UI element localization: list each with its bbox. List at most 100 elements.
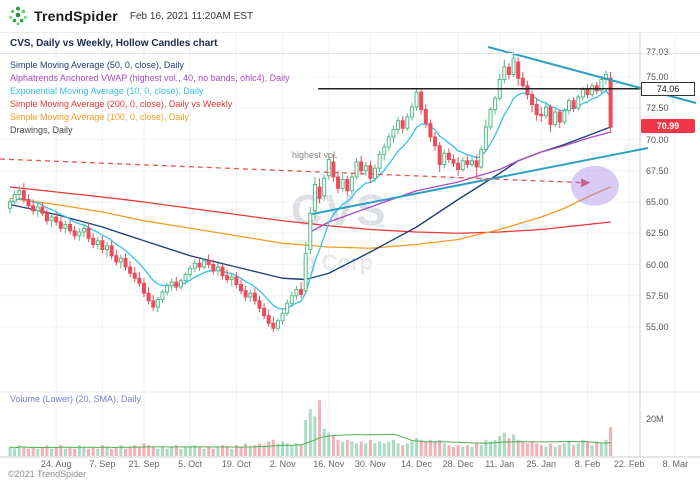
volume-bar (391, 439, 395, 456)
candle-body (262, 307, 267, 317)
volume-bar (225, 447, 229, 456)
volume-bar (216, 447, 220, 456)
volume-bar (401, 445, 405, 456)
candle-body (132, 272, 137, 279)
candle-body (63, 224, 68, 229)
volume-bar (535, 443, 539, 456)
dashed-resistance-line (0, 158, 586, 184)
candle-body (363, 165, 368, 172)
volume-bar (442, 443, 446, 456)
volume-bar (267, 441, 271, 456)
volume-bar (488, 441, 492, 456)
candle-body (479, 149, 484, 168)
candle-body (266, 315, 271, 324)
volume-bar (373, 443, 377, 456)
candle-body (377, 154, 382, 169)
volume-bar (382, 443, 386, 456)
vwap-line (309, 131, 611, 233)
volume-bar (114, 447, 118, 456)
volume-bar (405, 443, 409, 456)
candle-body (211, 264, 216, 272)
volume-bar (221, 445, 225, 456)
candle-body (248, 292, 253, 298)
volume-bar (87, 448, 91, 456)
volume-bar (419, 439, 423, 456)
volume-bar (105, 447, 109, 456)
candle-body (483, 126, 488, 150)
volume-bar (355, 443, 358, 456)
volume-bar (294, 443, 298, 456)
volume-bar (281, 441, 285, 456)
highlight-ellipse (570, 165, 619, 206)
candle-body (336, 176, 341, 189)
volume-bar (142, 443, 146, 456)
candle-body (465, 160, 470, 165)
volume-bar (188, 447, 192, 456)
volume-bar (567, 441, 571, 456)
candle-body (137, 277, 142, 284)
volume-bar (26, 448, 30, 456)
candle-body (391, 129, 396, 138)
volume-bar (581, 439, 585, 456)
candle-body (234, 276, 239, 285)
candle-body (354, 161, 359, 178)
candle-body (174, 281, 179, 288)
candle-body (178, 280, 183, 288)
volume-bar (68, 447, 72, 456)
volume-scale-label: 20M (646, 414, 664, 424)
volume-bar (239, 447, 243, 456)
candle-body (312, 184, 317, 212)
candle-body (128, 266, 133, 274)
legend-item-drawings[interactable]: Drawings, Daily (10, 125, 73, 135)
candle-body (543, 106, 548, 117)
volume-bar (599, 443, 603, 456)
candle-body (114, 255, 119, 263)
candle-body (493, 97, 498, 110)
candle-body (44, 212, 49, 222)
volume-bar (22, 447, 26, 456)
candle-body (516, 61, 521, 79)
candle-body (86, 227, 91, 239)
ema10-line (9, 89, 612, 310)
legend-item-sma100[interactable]: Simple Moving Average (100, 0, close), D… (10, 112, 189, 122)
legend-item-sma50[interactable]: Simple Moving Average (50, 0, close), Da… (10, 60, 184, 70)
candle-body (520, 77, 525, 87)
volume-bar (498, 436, 502, 456)
app-header: TrendSpider Feb 16, 2021 11:20AM EST (0, 0, 700, 33)
candle-body (502, 66, 507, 80)
volume-bar (525, 443, 529, 456)
volume-bar (119, 445, 123, 456)
sma200-line (9, 186, 611, 234)
volume-bar (308, 409, 312, 456)
candle-body (530, 94, 535, 105)
volume-bar (285, 443, 289, 456)
volume-bar (313, 416, 317, 456)
legend-item-sma200[interactable]: Simple Moving Average (200, 0, close), D… (10, 99, 233, 109)
candle-body (215, 266, 220, 272)
candle-body (553, 111, 558, 125)
candle-body (372, 167, 377, 179)
candle-body (428, 122, 433, 138)
volume-bar (456, 445, 460, 456)
volume-bar (562, 443, 566, 456)
volume-bar (77, 445, 81, 456)
legend-item-ema10[interactable]: Exponential Moving Average (10, 0, close… (10, 86, 204, 96)
candle-body (141, 282, 146, 294)
volume-bar (378, 441, 382, 456)
volume-bar (521, 441, 525, 456)
candle-body (91, 237, 96, 245)
candle-body (386, 136, 391, 148)
candle-body (571, 100, 576, 109)
volume-bar (396, 443, 400, 456)
candle-body (562, 110, 567, 123)
legend-item-anchored-vwap[interactable]: Alphatrends Anchored VWAP (highest vol.,… (10, 73, 290, 83)
trendspider-logo[interactable] (8, 6, 28, 26)
candle-body (326, 159, 331, 177)
brand-name[interactable]: TrendSpider (34, 8, 118, 24)
volume-pane-label[interactable]: Volume (Lower) (20, SMA), Daily (10, 394, 142, 404)
volume-bar (151, 447, 155, 456)
volume-bar (507, 438, 511, 456)
candle-body (72, 230, 77, 237)
volume-bar (387, 441, 391, 456)
